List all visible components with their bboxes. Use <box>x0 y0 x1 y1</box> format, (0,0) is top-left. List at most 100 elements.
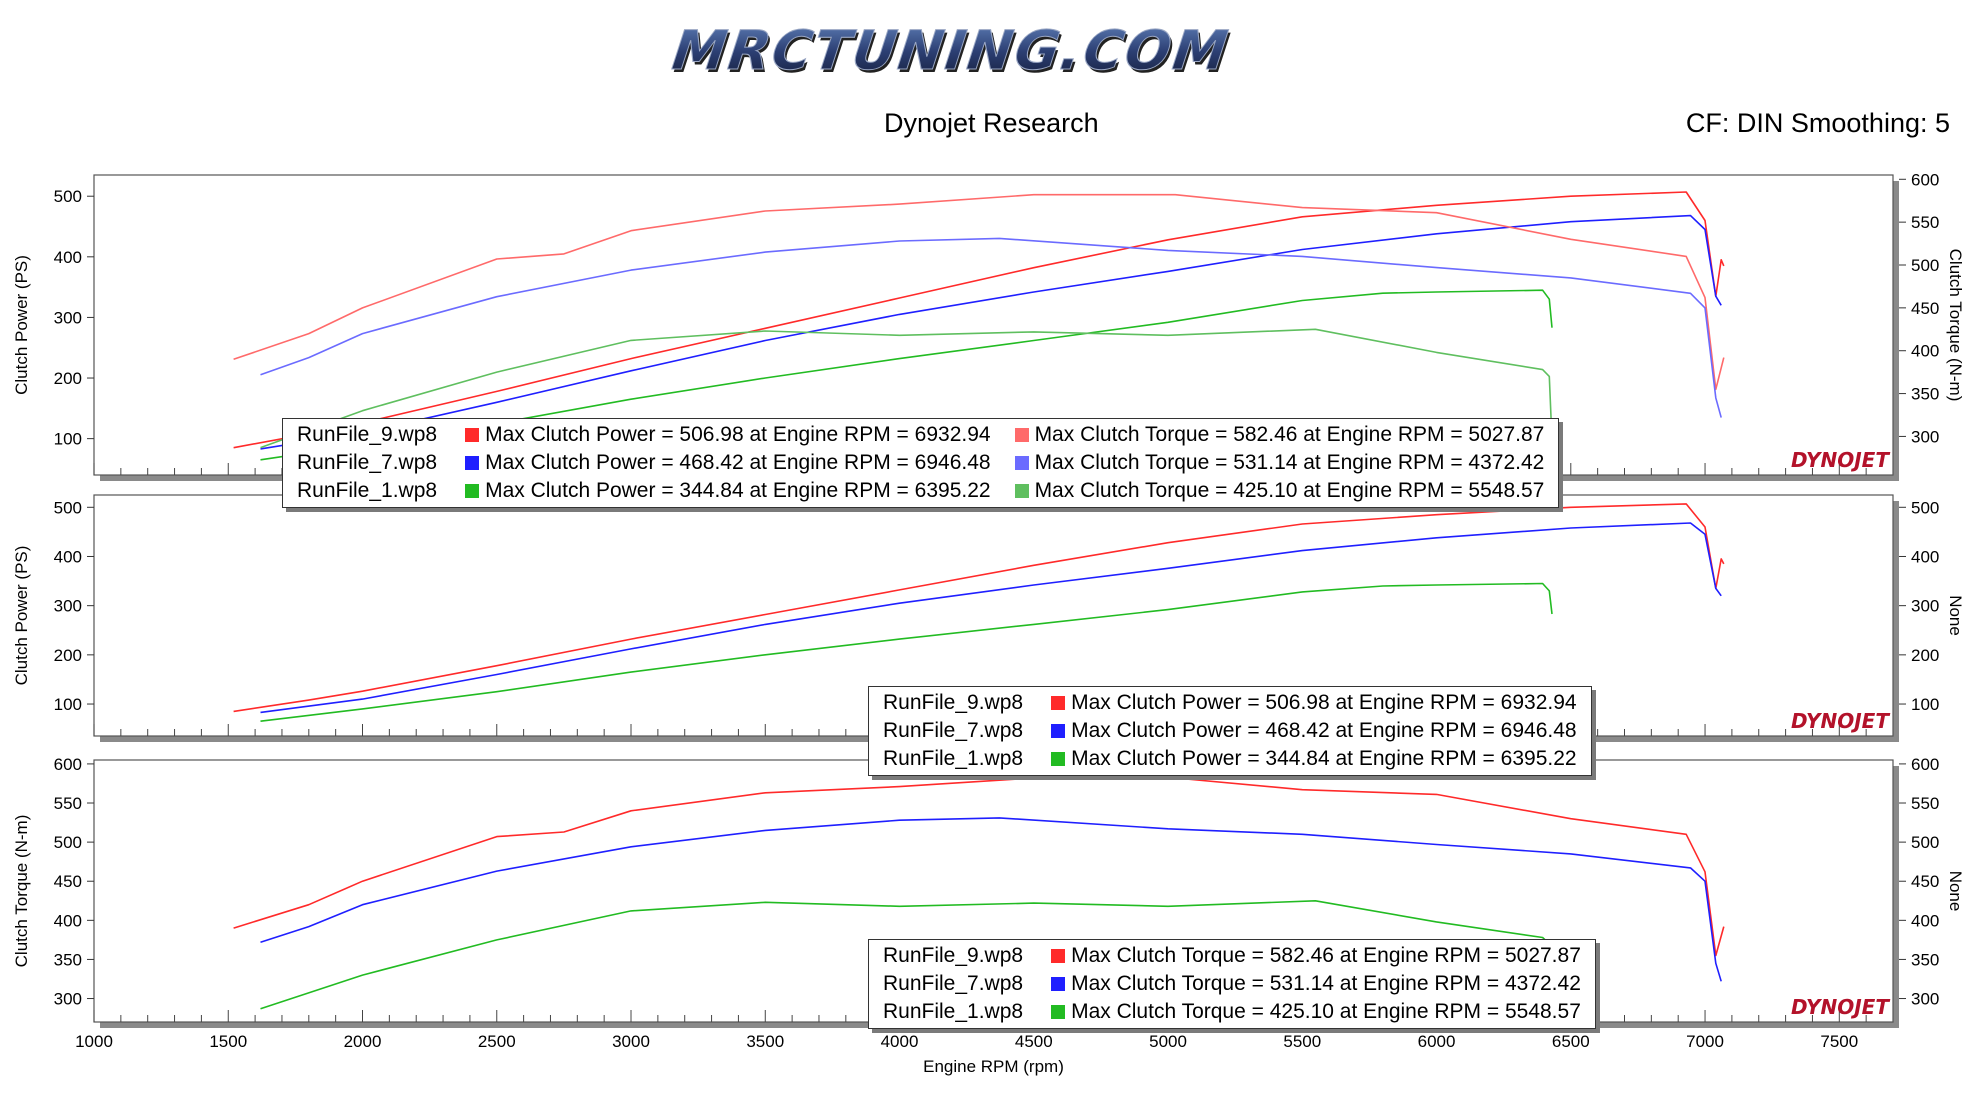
y-axis-right-title: None <box>1946 871 1965 912</box>
swatch-run9-torque <box>1014 428 1029 442</box>
ytick-right-label: 400 <box>1911 342 1939 361</box>
legend-file: RunFile_7.wp8 <box>883 972 1024 995</box>
legend-file: RunFile_1.wp8 <box>883 1000 1024 1023</box>
legend-file: RunFile_9.wp8 <box>297 423 438 446</box>
ytick-label: 500 <box>54 833 82 852</box>
ytick-right-label: 350 <box>1911 950 1939 969</box>
xtick-label: 5000 <box>1149 1032 1187 1051</box>
legend-torque-text: Max Clutch Torque = 425.10 at Engine RPM… <box>1034 479 1545 502</box>
legend-file: RunFile_7.wp8 <box>883 719 1024 742</box>
xtick-label: 1500 <box>209 1032 247 1051</box>
legend-row-run7: RunFile_7.wp8 Max Clutch Power = 468.42 … <box>883 717 1583 745</box>
ytick-right-label: 300 <box>1911 427 1939 446</box>
legend-file: RunFile_1.wp8 <box>883 747 1024 770</box>
series-line-runfile1wp8 <box>260 900 1553 1010</box>
swatch-run7-power <box>465 456 480 470</box>
y-axis-title: Clutch Power (PS) <box>12 546 31 686</box>
ytick-right-label: 600 <box>1911 755 1939 774</box>
ytick-right-label: 600 <box>1911 170 1939 189</box>
series-line-runfile7wp8 <box>260 817 1722 982</box>
xtick-label: 1000 <box>75 1032 113 1051</box>
swatch-run7 <box>1051 977 1066 991</box>
xtick-label: 4000 <box>881 1032 919 1051</box>
swatch-run7 <box>1051 724 1066 738</box>
ytick-right-label: 450 <box>1911 872 1939 891</box>
cf-smoothing-label: CF: DIN Smoothing: 5 <box>1685 108 1950 138</box>
legend-row-run9: RunFile_9.wp8 Max Clutch Power = 506.98 … <box>883 689 1583 717</box>
xtick-label: 2500 <box>478 1032 516 1051</box>
ytick-label: 550 <box>54 794 82 813</box>
legend-power-text: Max Clutch Power = 506.98 at Engine RPM … <box>485 423 991 446</box>
legend-file: RunFile_7.wp8 <box>297 451 438 474</box>
series-line-runfile1wp8-torque <box>260 328 1553 449</box>
xtick-label: 6500 <box>1552 1032 1590 1051</box>
ytick-right-label: 500 <box>1911 256 1939 275</box>
ytick-right-label: 400 <box>1911 547 1939 566</box>
xtick-label: 7000 <box>1686 1032 1724 1051</box>
legend-text: Max Clutch Torque = 425.10 at Engine RPM… <box>1071 1000 1581 1023</box>
series-line-runfile9wp8 <box>233 503 1725 713</box>
legend-power-text: Max Clutch Power = 344.84 at Engine RPM … <box>485 479 991 502</box>
ytick-right-label: 300 <box>1911 597 1939 616</box>
dynojet-watermark: DYNOJET <box>1791 709 1890 733</box>
legend-file: RunFile_1.wp8 <box>297 479 438 502</box>
legend-text: Max Clutch Power = 506.98 at Engine RPM … <box>1071 691 1577 714</box>
y-axis-title: Clutch Torque (N-m) <box>12 815 31 968</box>
xtick-label: 3000 <box>612 1032 650 1051</box>
swatch-run1-torque <box>1014 484 1029 498</box>
xtick-label: 6000 <box>1418 1032 1456 1051</box>
series-line-runfile7wp8 <box>260 214 1722 450</box>
ytick-label: 500 <box>54 498 82 517</box>
swatch-run1 <box>1051 752 1066 766</box>
ytick-label: 300 <box>54 597 82 616</box>
swatch-run9-power <box>465 428 480 442</box>
xtick-label: 4500 <box>1015 1032 1053 1051</box>
legend-row-run1: RunFile_1.wp8 Max Clutch Torque = 425.10… <box>883 998 1587 1026</box>
ytick-label: 350 <box>54 950 82 969</box>
chart-title: Dynojet Research <box>884 108 1099 138</box>
series-line-runfile7wp8 <box>260 522 1722 714</box>
swatch-run1 <box>1051 1005 1066 1019</box>
swatch-run1-power <box>465 484 480 498</box>
legend-power-text: Max Clutch Power = 468.42 at Engine RPM … <box>485 451 991 474</box>
swatch-run9 <box>1051 949 1066 963</box>
mrctuning-logo: MRCTUNING.COM MRCTUNING.COM <box>662 22 1241 82</box>
series-line-runfile7wp8-torque <box>260 237 1722 418</box>
ytick-label: 200 <box>54 646 82 665</box>
ytick-label: 100 <box>54 430 82 449</box>
legend-row-run1: RunFile_1.wp8 Max Clutch Power = 344.84 … <box>297 477 1550 505</box>
legend-text: Max Clutch Torque = 531.14 at Engine RPM… <box>1071 972 1581 995</box>
y-axis-right-title: Clutch Torque (N-m) <box>1946 249 1965 402</box>
swatch-run7-torque <box>1014 456 1029 470</box>
legend-text: Max Clutch Power = 468.42 at Engine RPM … <box>1071 719 1577 742</box>
svg-text:MRCTUNING.COM: MRCTUNING.COM <box>664 23 1240 82</box>
series-line-runfile1wp8 <box>260 582 1553 722</box>
legend-row-run9: RunFile_9.wp8 Max Clutch Power = 506.98 … <box>297 421 1550 449</box>
dynojet-watermark: DYNOJET <box>1791 448 1890 472</box>
ytick-right-label: 500 <box>1911 498 1939 517</box>
ytick-label: 400 <box>54 547 82 566</box>
legend-row-run1: RunFile_1.wp8 Max Clutch Power = 344.84 … <box>883 745 1583 773</box>
ytick-right-label: 500 <box>1911 833 1939 852</box>
ytick-label: 200 <box>54 369 82 388</box>
legend-bottom: RunFile_9.wp8 Max Clutch Torque = 582.46… <box>868 939 1596 1029</box>
ytick-right-label: 450 <box>1911 299 1939 318</box>
xtick-label: 2000 <box>344 1032 382 1051</box>
ytick-right-label: 550 <box>1911 213 1939 232</box>
series-line-runfile9wp8 <box>233 777 1725 957</box>
ytick-label: 450 <box>54 872 82 891</box>
ytick-right-label: 400 <box>1911 911 1939 930</box>
y-axis-right-title: None <box>1946 595 1965 636</box>
ytick-right-label: 550 <box>1911 794 1939 813</box>
dynojet-watermark: DYNOJET <box>1791 995 1890 1019</box>
ytick-right-label: 200 <box>1911 646 1939 665</box>
ytick-right-label: 350 <box>1911 385 1939 404</box>
ytick-right-label: 300 <box>1911 990 1939 1009</box>
xtick-label: 5500 <box>1283 1032 1321 1051</box>
y-axis-title: Clutch Power (PS) <box>12 255 31 395</box>
legend-top: RunFile_9.wp8 Max Clutch Power = 506.98 … <box>282 418 1560 508</box>
x-axis-title: Engine RPM (rpm) <box>923 1057 1064 1076</box>
legend-file: RunFile_9.wp8 <box>883 944 1024 967</box>
series-line-runfile9wp8 <box>233 191 1725 449</box>
legend-torque-text: Max Clutch Torque = 531.14 at Engine RPM… <box>1034 451 1545 474</box>
